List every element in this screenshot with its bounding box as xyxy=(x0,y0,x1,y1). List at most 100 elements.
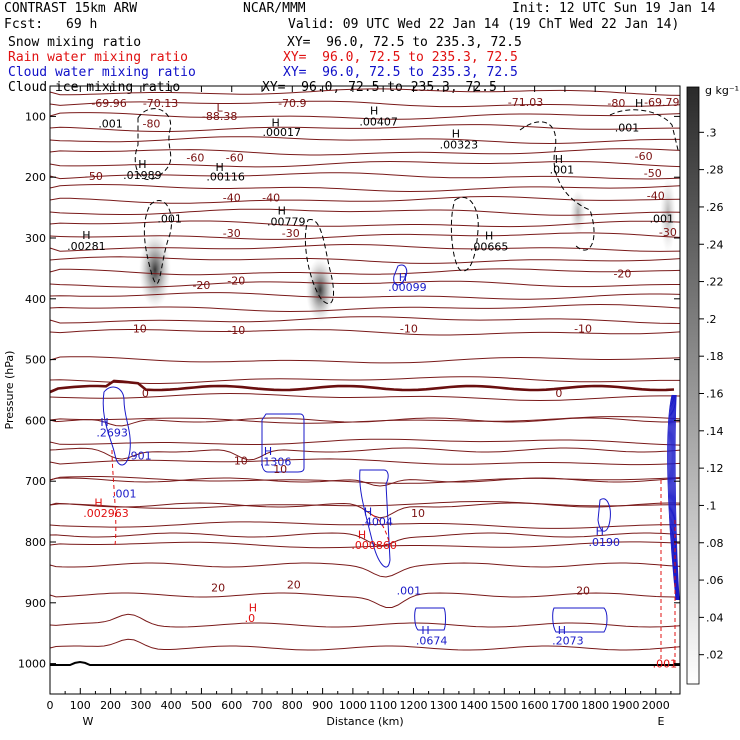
cloud-water-label: .2073 xyxy=(552,634,584,647)
isotherm xyxy=(49,124,680,132)
valid-time: Valid: 09 UTC Wed 22 Jan 14 (19 ChT Wed … xyxy=(288,17,680,32)
cloud-water-label: .00099 xyxy=(388,281,427,294)
ice-label: .00407 xyxy=(359,115,398,128)
cloud-water-label: H xyxy=(596,525,604,538)
ice-label: H xyxy=(215,161,223,174)
y-tick-label: 600 xyxy=(25,414,46,427)
temperature-label: -70.13 xyxy=(143,97,178,110)
isotherm xyxy=(49,356,681,364)
plot-frame xyxy=(49,85,681,695)
legend-cloud-water-label: Cloud water mixing ratio xyxy=(8,65,196,80)
isotherm xyxy=(49,280,680,288)
cloud-water-contour xyxy=(597,498,611,532)
colorbar-tick-label: .26 xyxy=(706,201,724,214)
x-tick-label: 1400 xyxy=(460,699,488,712)
x-tick-label: 800 xyxy=(282,699,303,712)
east-label: E xyxy=(658,715,665,728)
rain-label: .002963 xyxy=(83,507,129,520)
cloud-water-label: H xyxy=(399,271,407,284)
colorbar-tick-label: .24 xyxy=(706,238,724,251)
temperature-label: -60 xyxy=(226,152,244,165)
rain-label: .0 xyxy=(245,612,256,625)
x-tick-label: 200 xyxy=(100,699,121,712)
isotherm xyxy=(49,232,681,240)
snow-label: H xyxy=(555,153,563,166)
legend-cloud-water-xy: XY= 96.0, 72.5 to 235.3, 72.5 xyxy=(283,65,518,80)
isotherm xyxy=(49,541,681,549)
legend-snow-label: Snow mixing ratio xyxy=(8,35,142,50)
y-tick-label: 400 xyxy=(25,293,46,306)
ice-label: H xyxy=(452,127,460,140)
x-tick-label: 1300 xyxy=(430,699,458,712)
colorbar-tick-label: .04 xyxy=(706,611,724,624)
isotherm xyxy=(49,256,681,264)
cloud-water-label: H xyxy=(558,624,566,637)
cloud-water-contours xyxy=(102,264,680,633)
snow-label: .00665 xyxy=(470,241,509,254)
snow-contour xyxy=(134,108,172,181)
rain-label: .001 xyxy=(653,658,678,671)
rain-label: H xyxy=(249,602,257,615)
y-tick-label: 200 xyxy=(25,171,46,184)
colorbar-tick-label: .28 xyxy=(706,164,724,177)
isotherm xyxy=(49,521,680,529)
temperature-label: -10 xyxy=(129,323,147,336)
cloud-water-label: .2693 xyxy=(96,427,128,440)
cloud-water-contour xyxy=(668,394,677,601)
zero-isotherm xyxy=(49,379,675,394)
shade-blob xyxy=(306,258,334,322)
snow-contour xyxy=(609,109,679,151)
isotherm xyxy=(49,136,680,145)
temperature-label: 10 xyxy=(273,463,287,476)
temperature-contours xyxy=(49,88,681,666)
rain-label: H xyxy=(358,529,366,542)
ice-label: .00323 xyxy=(440,138,479,151)
temperature-label: 20 xyxy=(211,582,225,595)
y-tick-label: 700 xyxy=(25,475,46,488)
snow-label: .00779 xyxy=(267,216,306,229)
cloud-water-label: .0190 xyxy=(589,536,621,549)
cloud-water-label: .1306 xyxy=(260,456,292,469)
snow-label: .001 xyxy=(650,213,675,226)
x-tick-label: 100 xyxy=(70,699,91,712)
temperature-label: -10 xyxy=(400,323,418,336)
shade-blob xyxy=(570,190,586,234)
isotherm xyxy=(49,316,681,324)
legend-rain-label: Rain water mixing ratio xyxy=(8,50,189,65)
fcst-label: Fcst: xyxy=(4,17,44,32)
cloud-water-label: H xyxy=(421,624,429,637)
ice-label: H xyxy=(635,97,643,110)
isotherm xyxy=(49,477,681,487)
shade-blob xyxy=(139,232,171,308)
temperature-label: -30 xyxy=(282,227,300,240)
isotherm xyxy=(49,532,681,547)
isotherm xyxy=(49,172,681,180)
fcst-value: 69 h xyxy=(66,17,98,32)
y-tick-label: 800 xyxy=(25,536,46,549)
snow-label: .01989 xyxy=(123,169,162,182)
cloud-water-contour xyxy=(393,264,408,286)
colorbar-tick-label: .22 xyxy=(706,276,724,289)
rain-label: H xyxy=(94,496,102,509)
x-tick-label: 500 xyxy=(191,699,212,712)
surface-line xyxy=(50,660,680,666)
cloud-water-label: .001 xyxy=(112,487,137,500)
cloud-water-label: H xyxy=(364,506,372,519)
temperature-label: -10 xyxy=(574,323,592,336)
temperature-label: -10 xyxy=(227,324,245,337)
contour-labels: -69.96 -70.13 -70.9 -71.03 -80 -69.79 L-88.38 -… xyxy=(67,96,679,671)
temperature-label: -60 xyxy=(635,150,653,163)
temperature-label: -69.96 xyxy=(91,97,126,110)
axes: 0 100 200 300 400 500 600 700 800 900 1000 1100 1200… xyxy=(3,86,680,728)
temperature-label: -40 xyxy=(223,191,241,204)
colorbar xyxy=(686,86,700,685)
temperature-label: 20 xyxy=(576,585,590,598)
temperature-label: -70.9 xyxy=(278,97,306,110)
temperature-label: -30 xyxy=(223,227,241,240)
isotherm xyxy=(49,112,681,120)
ice-label: H xyxy=(272,116,280,129)
isotherm xyxy=(49,329,681,336)
x-tick-label: 400 xyxy=(161,699,182,712)
snow-label: H xyxy=(485,230,493,243)
